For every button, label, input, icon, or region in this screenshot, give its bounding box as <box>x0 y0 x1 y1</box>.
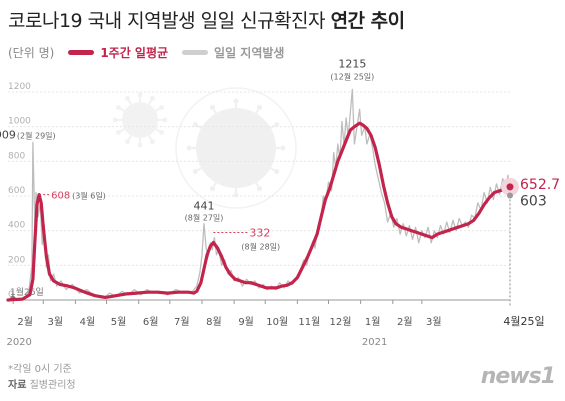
y-tick-label: 1000 <box>8 117 31 127</box>
x-tick-label: 4월 <box>80 316 96 328</box>
virus-spike-tip <box>137 92 143 98</box>
annotation-date: (12월 25일) <box>330 71 374 81</box>
x-tick-label: 2월 <box>17 316 33 328</box>
annotation-value: 441 <box>194 200 215 213</box>
annotation-date: (8월 27일) <box>185 213 224 223</box>
x-tick-label: 5월 <box>111 316 127 328</box>
news1-logo: news1 <box>480 364 556 389</box>
unit-label: (단위 명) <box>8 46 55 60</box>
virus-small <box>112 92 168 148</box>
start-date-label: 1월26일 <box>10 286 44 298</box>
virus-spike-tip <box>150 139 155 145</box>
x-tick-label: 3월 <box>47 316 63 328</box>
virus-spike-tip <box>150 95 155 101</box>
series-line-avg <box>6 121 512 302</box>
end-date-label: 4월25일 <box>503 314 544 328</box>
virus-spike-tip <box>257 186 262 192</box>
annotation-date: (8월 28일) <box>241 241 280 251</box>
legend: (단위 명) 1주간 일평균 일일 지역발생 <box>8 44 284 61</box>
virus-spike-tip <box>159 130 165 135</box>
decor-ring <box>175 87 297 209</box>
annotation-date: (2월 29일) <box>17 130 56 140</box>
legend-label-avg: 1주간 일평균 <box>100 46 169 60</box>
title-regular: 코로나19 국내 지역발생 일일 신규확진자 <box>8 10 326 32</box>
source-label: 자료 <box>8 380 27 391</box>
source-line: 자료 질병관리청 <box>8 376 76 391</box>
virus-spike-tip <box>233 192 239 198</box>
end-point-daily <box>507 192 513 199</box>
virus-spike-tip <box>192 169 198 174</box>
virus-spike-tip <box>112 117 118 123</box>
chart-annotations: 909(2월 29일) 608(3월 6일) 441(8월 27일) 332 (8월 2… <box>0 57 560 251</box>
virus-large <box>186 98 286 198</box>
virus-spike-tip <box>274 169 280 174</box>
virus-decoration <box>112 87 297 209</box>
y-tick-label: 1200 <box>8 82 31 92</box>
virus-spike-tip <box>210 104 215 110</box>
annotation-value: 332 <box>249 226 270 239</box>
y-tick-label: 800 <box>8 151 25 161</box>
virus-spike-tip <box>257 104 262 110</box>
y-tick-label: 600 <box>8 186 25 196</box>
title-bold: 연간 추이 <box>330 10 406 32</box>
x-tick-label: 6월 <box>143 316 159 328</box>
footnote: *각일 0시 기준 <box>8 364 72 375</box>
virus-spike-tip <box>162 117 168 123</box>
virus-body <box>122 102 158 138</box>
x-axis: 2월 3월 4월 5월 6월 7월 8월 9월 10월 11월 12월 1월 2월 3월 2020 2021 4… <box>6 187 545 348</box>
virus-body <box>196 108 276 188</box>
x-tick-label: 11월 <box>298 316 320 328</box>
legend-label-daily: 일일 지역발생 <box>214 46 285 60</box>
year-label: 2021 <box>362 337 387 348</box>
legend-swatch-daily <box>182 50 209 55</box>
end-value-avg: 652.7 <box>520 177 560 193</box>
year-label: 2020 <box>6 337 31 348</box>
virus-spike-tip <box>125 95 130 101</box>
annotation-date: (3월 6일) <box>72 191 106 201</box>
virus-spike-tip <box>159 105 165 110</box>
virus-spike-tip <box>137 142 143 148</box>
y-tick-label: 200 <box>8 255 25 265</box>
virus-spike-tip <box>186 145 192 151</box>
virus-spike-tip <box>115 130 121 135</box>
annotation-value: 608 <box>51 191 70 202</box>
x-tick-label: 8월 <box>206 316 222 328</box>
legend-swatch-avg <box>68 50 95 55</box>
chart-series <box>6 88 512 302</box>
virus-spike-tip <box>274 122 280 127</box>
end-value-daily: 603 <box>520 193 547 209</box>
y-axis: 0 200 400 600 800 1000 1200 <box>8 82 31 300</box>
x-tick-label: 10월 <box>266 316 288 328</box>
virus-spike-tip <box>125 139 130 145</box>
annotation-value: 909 <box>0 128 16 141</box>
x-tick-label: 1월 <box>365 316 381 328</box>
x-tick-label: 7월 <box>174 316 190 328</box>
y-tick-label: 400 <box>8 221 25 231</box>
virus-spike-tip <box>192 122 198 127</box>
end-point-avg <box>506 183 514 191</box>
x-tick-label: 3월 <box>426 316 442 328</box>
y-tick-label: 0 <box>8 290 14 300</box>
source-value: 질병관리청 <box>29 380 76 391</box>
annotation-value: 1215 <box>338 57 366 70</box>
x-tick-label: 9월 <box>238 316 254 328</box>
chart-grid <box>8 91 510 301</box>
virus-spike-tip <box>115 105 121 110</box>
virus-spike-tip <box>233 98 239 104</box>
virus-spike-tip <box>280 145 286 151</box>
x-tick-label: 12월 <box>330 316 352 328</box>
x-tick-label: 2월 <box>397 316 413 328</box>
chart-title: 코로나19 국내 지역발생 일일 신규확진자 연간 추이 <box>8 6 405 33</box>
virus-spike-tip <box>210 186 215 192</box>
